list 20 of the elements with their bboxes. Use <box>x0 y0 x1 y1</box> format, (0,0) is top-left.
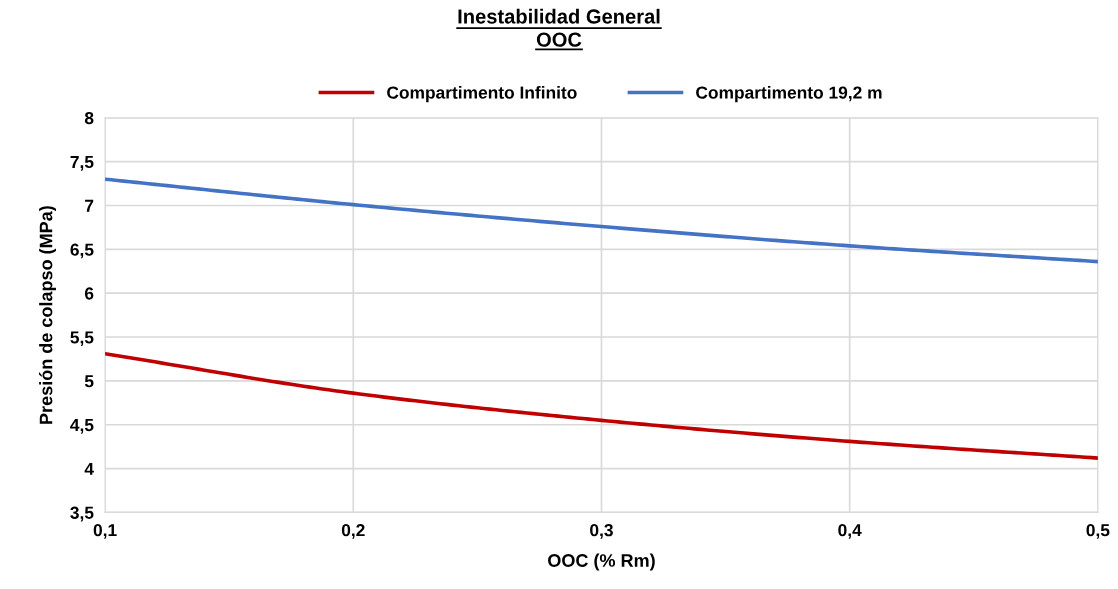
y-tick-label: 8 <box>84 111 94 125</box>
x-tick-label: 0,2 <box>341 524 365 539</box>
x-tick-label: 0,1 <box>93 524 117 539</box>
y-tick-label: 6 <box>84 287 94 300</box>
chart-title: Inestabilidad General OOC <box>458 8 660 47</box>
y-tick-label: 6,5 <box>70 243 94 259</box>
legend-label: Compartimento 19,2 m <box>696 85 882 103</box>
y-tick-label: 7 <box>85 199 94 212</box>
y-tick-label: 7,5 <box>70 155 94 171</box>
y-tick-label: 4,5 <box>70 419 94 434</box>
y-tick-label: 4 <box>84 462 94 475</box>
y-tick-label: 3,5 <box>70 506 94 522</box>
x-tick-label: 0,4 <box>838 524 862 539</box>
y-axis-title: Presión de colapso (MPa) <box>38 206 56 424</box>
x-axis-title: OOC (% Rm) <box>548 553 655 571</box>
x-tick-label: 0,5 <box>1086 524 1110 539</box>
x-tick-label: 0,3 <box>590 524 613 539</box>
y-tick-label: 5 <box>84 375 94 388</box>
y-tick-label: 5,5 <box>70 331 94 347</box>
legend-label: Compartimento Infinito <box>387 85 577 103</box>
